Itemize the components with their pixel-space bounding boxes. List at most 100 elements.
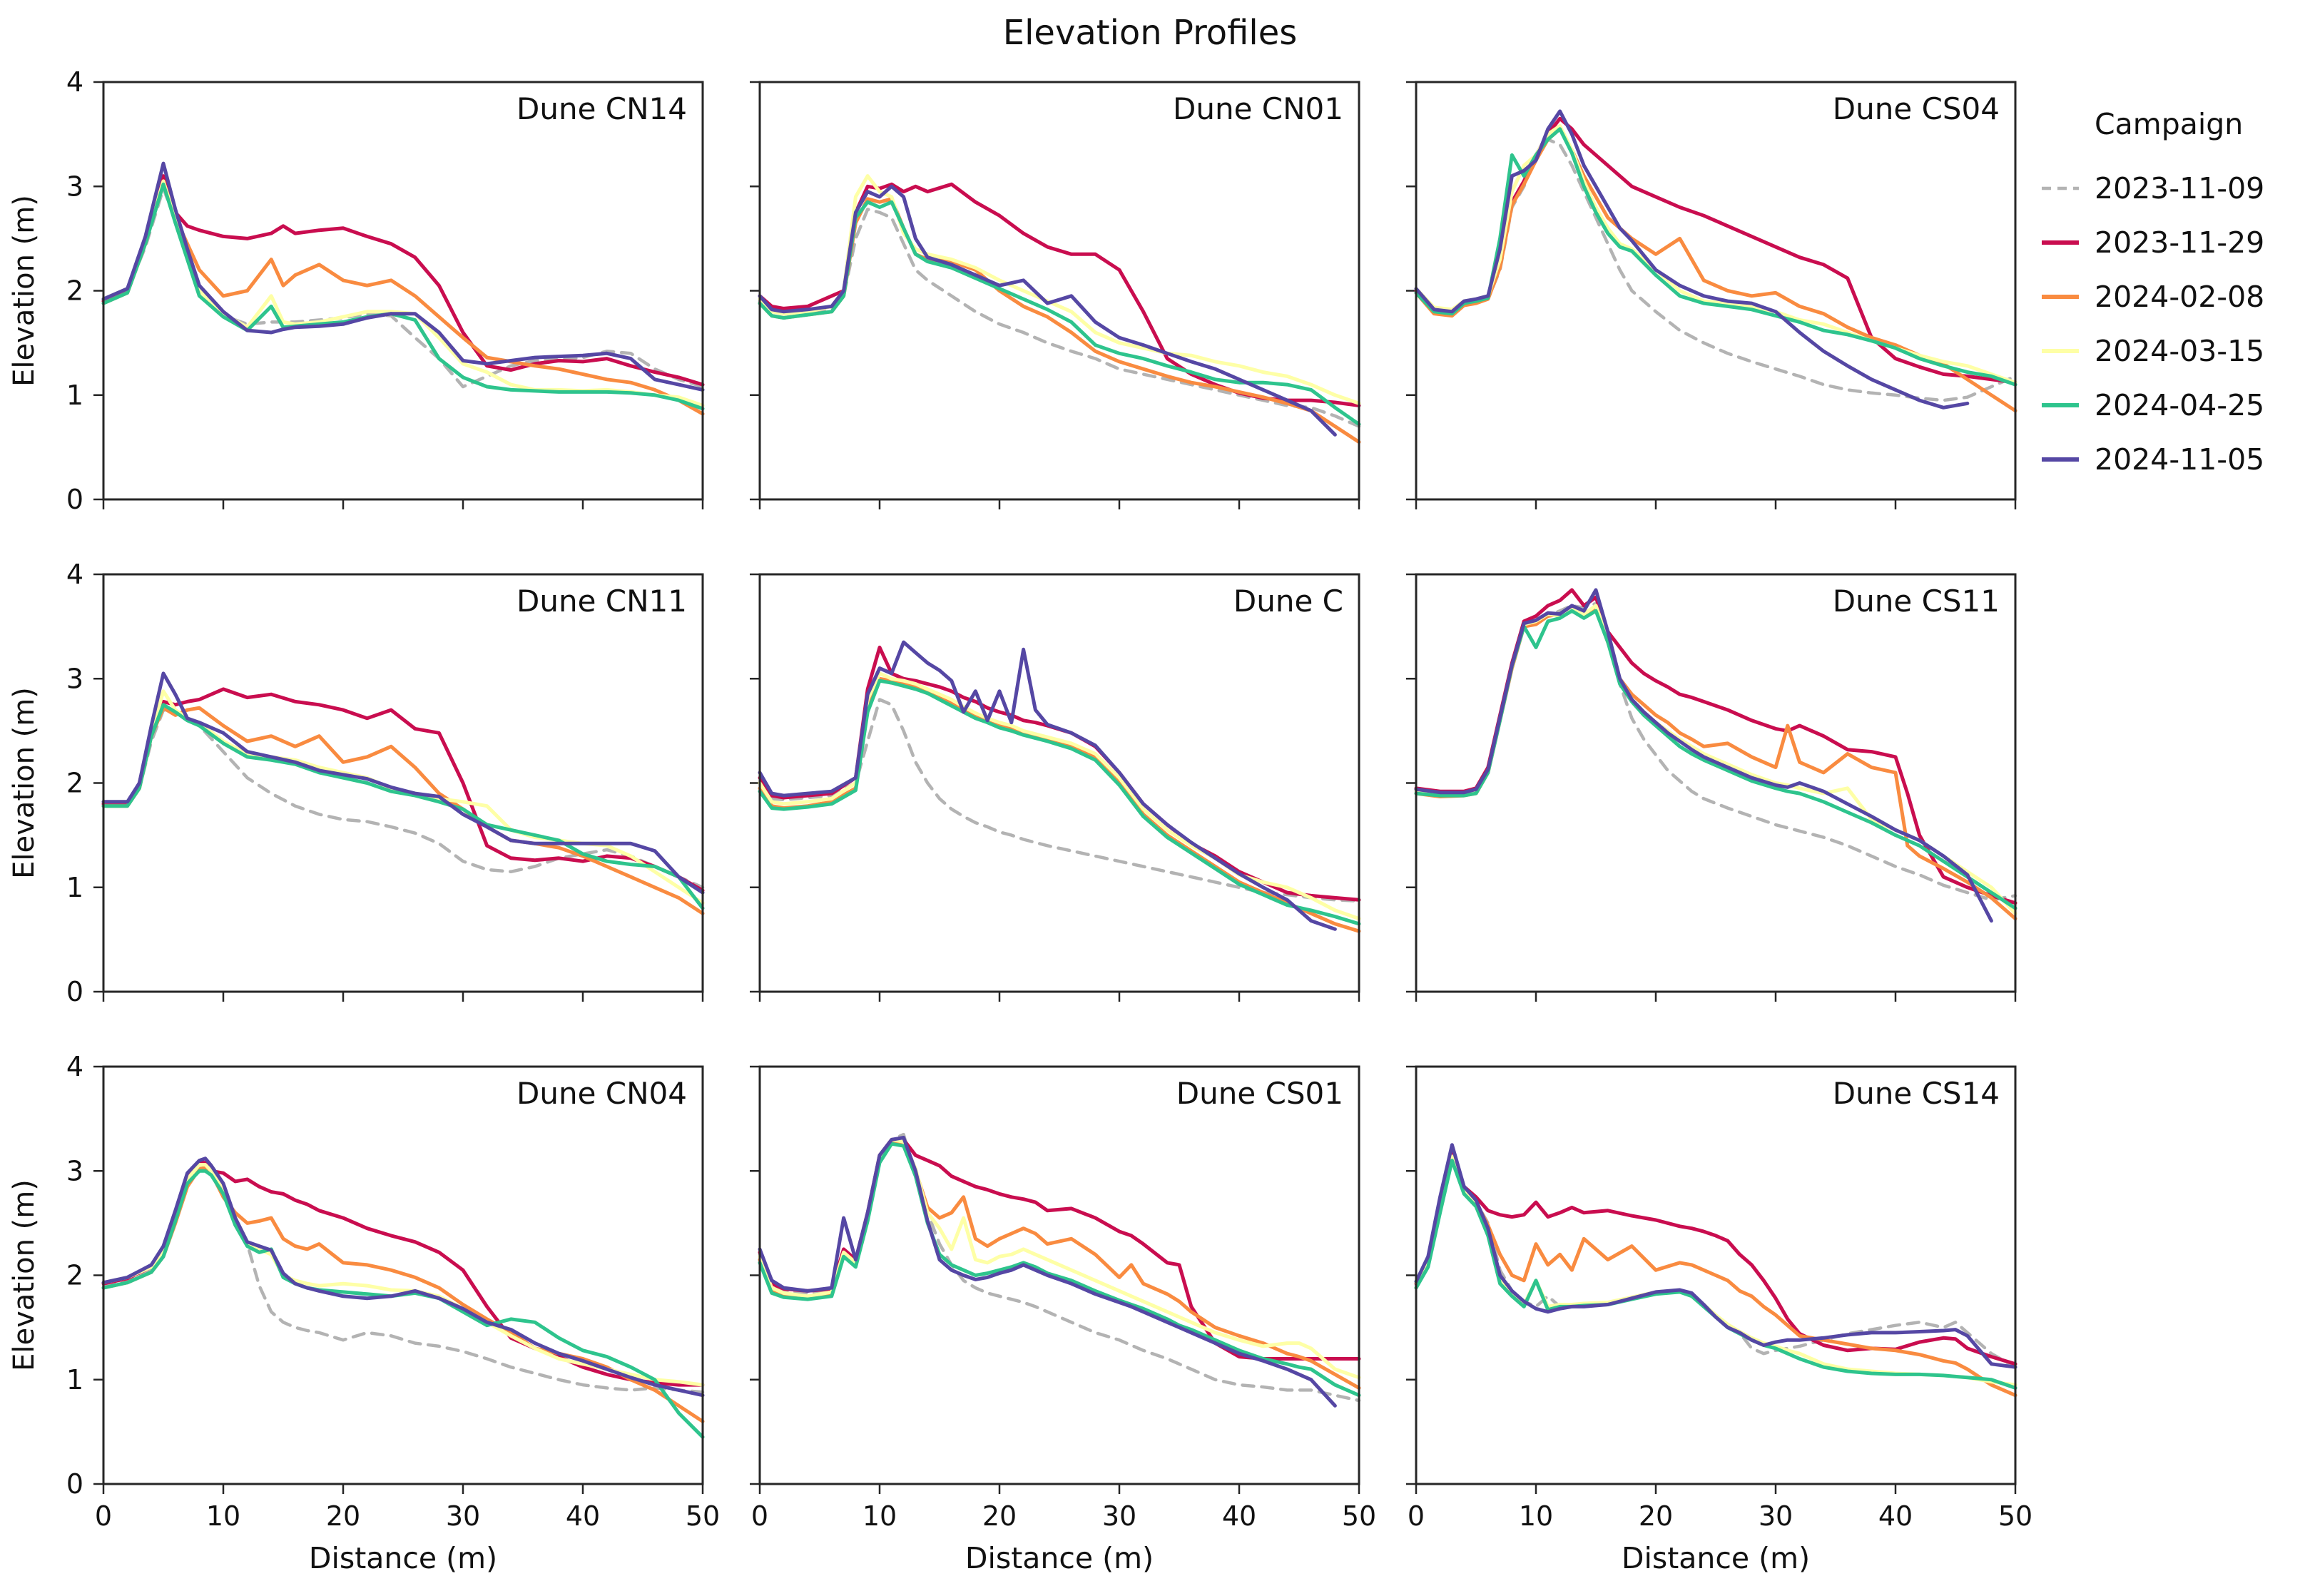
x-tick-label: 0 bbox=[95, 1500, 112, 1532]
y-axis-label: Elevation (m) bbox=[8, 195, 41, 387]
axes-frame bbox=[758, 81, 1360, 501]
axes-frame bbox=[758, 573, 1360, 993]
subplot-title: Dune CN11 bbox=[517, 584, 687, 619]
legend: Campaign 2023-11-09 2023-11-29 2024-02-08 2… bbox=[2042, 107, 2264, 487]
subplot-title: Dune CN01 bbox=[1173, 91, 1343, 126]
plot-area-dune-c: Dune C bbox=[750, 573, 1361, 1002]
legend-swatch-icon bbox=[2042, 457, 2079, 462]
series-line-2024-11-05 bbox=[758, 184, 1337, 437]
x-tick-label: 10 bbox=[862, 1500, 897, 1532]
subplot-title: Dune CS04 bbox=[1833, 91, 2000, 126]
subplot-dune-cn01: Dune CN01 bbox=[750, 81, 1361, 509]
y-tick-label: 1 bbox=[66, 1364, 83, 1396]
x-tick-label: 10 bbox=[206, 1500, 240, 1532]
x-axis-label: Distance (m) bbox=[1622, 1541, 1810, 1575]
subplot-dune-c: Dune C bbox=[750, 573, 1361, 1002]
axes-frame bbox=[102, 573, 704, 993]
plot-area-dune-cn04: Dune CN04 0 1 2 3 4 Elevation (m) 0 10 20 30 40 50 Di… bbox=[8, 1051, 720, 1575]
axes-frame bbox=[1415, 81, 2017, 501]
x-tick-label: 40 bbox=[1878, 1500, 1913, 1532]
legend-item-2024-03-15: 2024-03-15 bbox=[2042, 324, 2264, 378]
y-axis-label: Elevation (m) bbox=[8, 1179, 41, 1371]
legend-label: 2024-03-15 bbox=[2095, 334, 2265, 368]
y-tick-label: 3 bbox=[66, 663, 83, 694]
x-tick-label: 20 bbox=[982, 1500, 1017, 1532]
y-tick-label: 4 bbox=[66, 1051, 83, 1082]
legend-swatch-icon bbox=[2042, 186, 2079, 190]
y-tick-label: 4 bbox=[66, 559, 83, 590]
y-tick-label: 1 bbox=[66, 872, 83, 903]
series-line-2023-11-29 bbox=[1414, 116, 2017, 385]
axes-frame bbox=[102, 81, 704, 501]
series-line-2024-11-05 bbox=[758, 640, 1337, 931]
x-tick-label: 50 bbox=[1998, 1500, 2032, 1532]
series-line-2024-04-25 bbox=[101, 703, 705, 910]
legend-label: 2024-04-25 bbox=[2095, 388, 2265, 422]
series-line-2024-03-15 bbox=[1414, 604, 2017, 915]
legend-item-2024-11-05: 2024-11-05 bbox=[2042, 432, 2264, 487]
subplot-dune-cn11: Dune CN11 0 1 2 3 4 Elevation (m) bbox=[8, 559, 705, 1007]
y-tick-label: 0 bbox=[66, 1468, 83, 1500]
legend-swatch-icon bbox=[2042, 349, 2079, 353]
series-line-2024-03-15 bbox=[758, 1137, 1361, 1380]
plot-area-dune-cs04: Dune CS04 bbox=[1406, 81, 2017, 509]
plot-area-dune-cs14: Dune CS14 0 10 20 30 40 50 Distance (m) bbox=[1406, 1065, 2032, 1575]
subplot-title: Dune CN04 bbox=[517, 1076, 687, 1111]
x-axis-label: Distance (m) bbox=[309, 1541, 497, 1575]
subplot-title: Dune CS11 bbox=[1833, 584, 2000, 619]
axes-frame bbox=[1415, 1065, 2017, 1485]
plot-area-dune-cn14: Dune CN14 0 1 2 3 4 Elevation (m) bbox=[8, 66, 705, 515]
series-line-2024-11-05 bbox=[101, 161, 705, 392]
subplot-dune-cs14: Dune CS14 0 10 20 30 40 50 Distance (m) bbox=[1406, 1065, 2032, 1575]
series-line-2024-04-25 bbox=[101, 1169, 705, 1439]
y-tick-label: 2 bbox=[66, 275, 83, 307]
legend-item-2024-02-08: 2024-02-08 bbox=[2042, 270, 2264, 324]
series-line-2024-11-05 bbox=[101, 671, 705, 895]
legend-title: Campaign bbox=[2095, 107, 2244, 141]
x-tick-label: 40 bbox=[1222, 1500, 1256, 1532]
x-tick-label: 50 bbox=[686, 1500, 720, 1532]
series-line-2024-04-25 bbox=[758, 1142, 1361, 1398]
plot-area-dune-cn01: Dune CN01 bbox=[750, 81, 1361, 509]
legend-label: 2024-02-08 bbox=[2095, 280, 2265, 314]
series-line-2024-03-15 bbox=[758, 174, 1361, 405]
subplot-title: Dune CS01 bbox=[1176, 1076, 1343, 1111]
series-line-2023-11-29 bbox=[758, 1137, 1361, 1361]
y-tick-label: 0 bbox=[66, 976, 83, 1007]
page-title: Elevation Profiles bbox=[1002, 13, 1298, 53]
legend-label: 2023-11-09 bbox=[2095, 171, 2265, 205]
x-tick-label: 20 bbox=[326, 1500, 360, 1532]
series-line-2024-04-25 bbox=[758, 200, 1361, 427]
y-axis-label: Elevation (m) bbox=[8, 687, 41, 879]
y-tick-label: 4 bbox=[66, 66, 83, 98]
plot-area-dune-cn11: Dune CN11 0 1 2 3 4 Elevation (m) bbox=[8, 559, 705, 1007]
series-line-2023-11-29 bbox=[758, 645, 1361, 902]
series-line-2024-04-25 bbox=[1414, 127, 2017, 387]
x-tick-label: 30 bbox=[446, 1500, 480, 1532]
series-line-2024-02-08 bbox=[101, 706, 705, 915]
plot-area-dune-cs01: Dune CS01 0 10 20 30 40 50 Distance (m) bbox=[750, 1065, 1376, 1575]
series-line-2024-11-05 bbox=[1414, 1143, 2017, 1369]
series-line-2024-03-15 bbox=[101, 179, 705, 407]
subplot-dune-cs01: Dune CS01 0 10 20 30 40 50 Distance (m) bbox=[750, 1065, 1376, 1575]
y-tick-label: 2 bbox=[66, 1260, 83, 1291]
legend-swatch-icon bbox=[2042, 295, 2079, 299]
legend-label: 2023-11-29 bbox=[2095, 225, 2265, 260]
series-line-2024-04-25 bbox=[758, 678, 1361, 926]
plot-area-dune-cs11: Dune CS11 bbox=[1406, 573, 2017, 1002]
subplot-dune-cn04: Dune CN04 0 1 2 3 4 Elevation (m) 0 10 20 30 40 50 Di… bbox=[8, 1051, 720, 1575]
legend-item-2024-04-25: 2024-04-25 bbox=[2042, 378, 2264, 432]
x-tick-label: 0 bbox=[1408, 1500, 1425, 1532]
axes-frame bbox=[102, 1065, 704, 1485]
series-line-2024-04-25 bbox=[1414, 1159, 2017, 1390]
series-line-2024-11-05 bbox=[758, 1136, 1337, 1408]
y-tick-label: 3 bbox=[66, 1155, 83, 1186]
x-tick-label: 30 bbox=[1759, 1500, 1793, 1532]
legend-swatch-icon bbox=[2042, 403, 2079, 407]
subplot-title: Dune CN14 bbox=[517, 91, 687, 126]
subplot-title: Dune C bbox=[1233, 584, 1343, 619]
series-line-2023-11-09 bbox=[1414, 601, 2017, 902]
subplot-dune-cs04: Dune CS04 bbox=[1406, 81, 2017, 509]
y-tick-label: 1 bbox=[66, 380, 83, 411]
